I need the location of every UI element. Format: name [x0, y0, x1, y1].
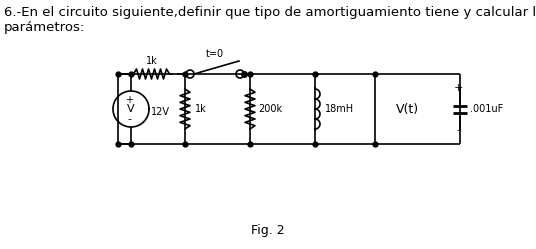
Text: Fig. 2: Fig. 2 — [251, 224, 285, 237]
Text: .001uF: .001uF — [470, 104, 503, 114]
Text: parámetros:: parámetros: — [4, 21, 85, 34]
Text: 200k: 200k — [258, 104, 282, 114]
Text: 1k: 1k — [146, 56, 158, 66]
Text: V: V — [127, 104, 135, 114]
Text: 6.-En el circuito siguiente,definir que tipo de amortiguamiento tiene y calcular: 6.-En el circuito siguiente,definir que … — [4, 6, 536, 19]
Text: +: + — [125, 95, 133, 105]
Text: -: - — [456, 125, 460, 135]
Text: 1k: 1k — [195, 104, 207, 114]
Text: +: + — [453, 83, 463, 93]
Text: t=0: t=0 — [206, 49, 224, 59]
Text: V(t): V(t) — [396, 103, 419, 116]
Text: 18mH: 18mH — [325, 104, 354, 114]
Text: -: - — [127, 114, 131, 124]
Text: 12V: 12V — [151, 107, 170, 117]
